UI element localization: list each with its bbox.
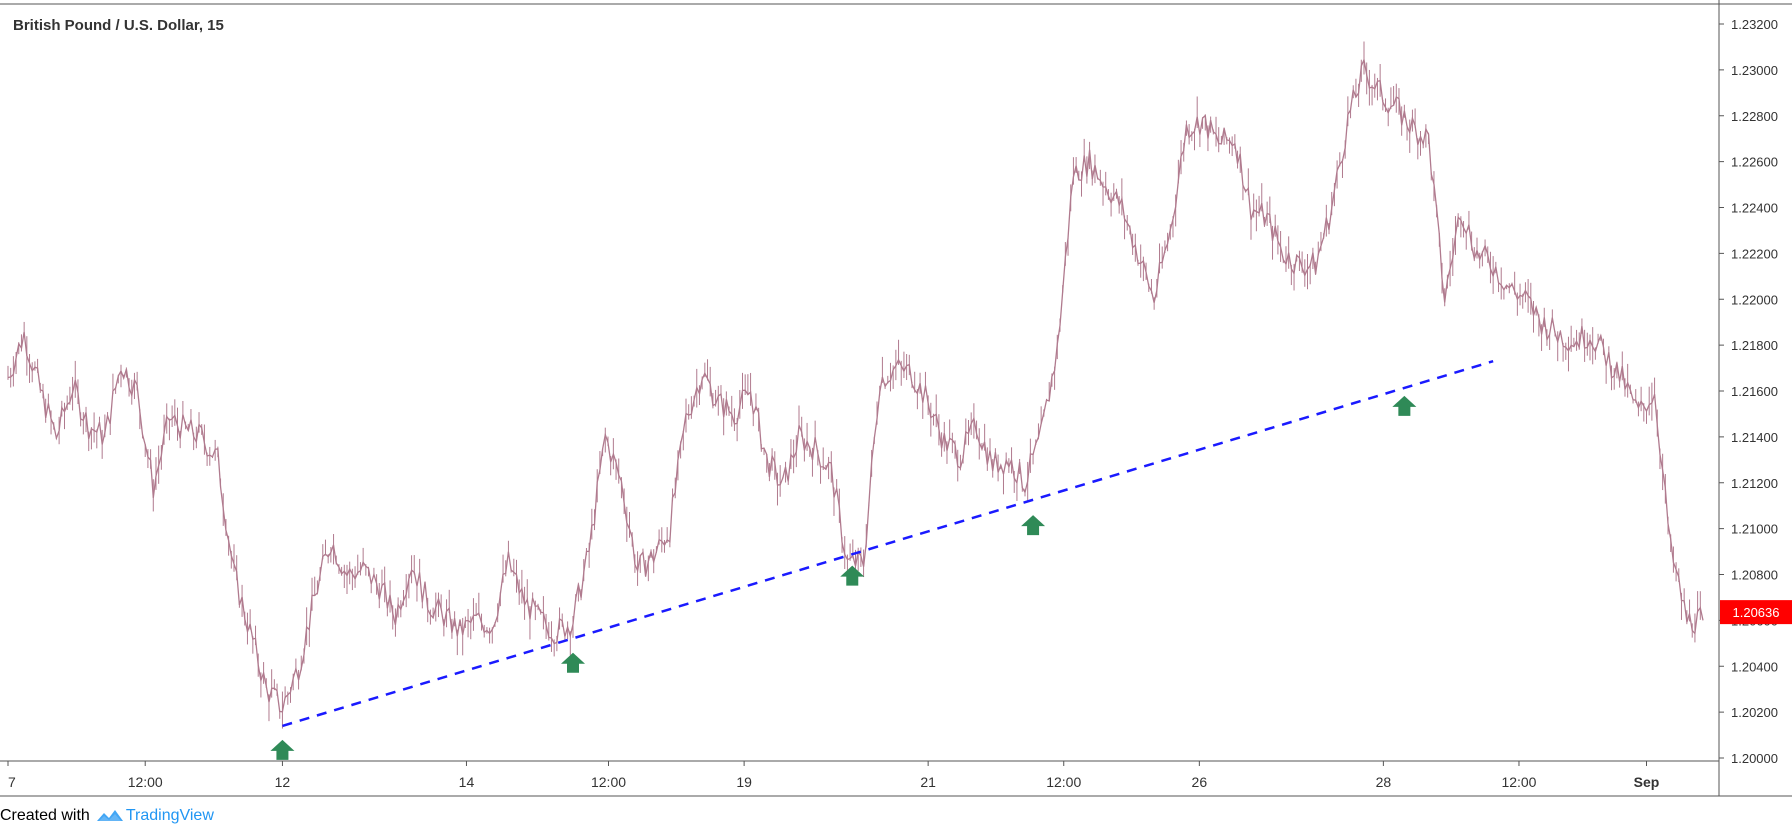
last-price-text: 1.20636 bbox=[1733, 605, 1780, 620]
price-tick-label: 1.20000 bbox=[1731, 751, 1778, 766]
last-price-label: 1.20636 bbox=[1720, 600, 1792, 625]
price-axis[interactable]: 1.200001.202001.204001.206001.208001.210… bbox=[1719, 17, 1778, 766]
time-tick-label: 12:00 bbox=[591, 774, 626, 790]
time-tick-label: 26 bbox=[1192, 774, 1208, 790]
time-tick-label: 19 bbox=[736, 774, 752, 790]
price-tick-label: 1.22000 bbox=[1731, 292, 1778, 307]
time-tick-label: 7 bbox=[8, 774, 16, 790]
time-tick-label: 28 bbox=[1376, 774, 1392, 790]
chart[interactable]: 1.200001.202001.204001.206001.208001.210… bbox=[0, 0, 1792, 800]
up-arrow-icon bbox=[1021, 515, 1046, 536]
up-arrow-icon bbox=[561, 652, 585, 673]
footer: Created with TradingView bbox=[0, 804, 214, 828]
price-tick-label: 1.22400 bbox=[1731, 201, 1778, 216]
created-with-text: Created with bbox=[0, 807, 90, 824]
price-tick-label: 1.20400 bbox=[1731, 659, 1778, 674]
price-tick-label: 1.20200 bbox=[1731, 705, 1778, 720]
price-tick-label: 1.23200 bbox=[1731, 17, 1778, 32]
support-trendline[interactable] bbox=[282, 359, 1494, 728]
time-tick-label: 21 bbox=[920, 774, 936, 790]
up-arrow-icon bbox=[1392, 395, 1417, 416]
price-tick-label: 1.22200 bbox=[1731, 246, 1778, 261]
tradingview-link[interactable]: TradingView bbox=[125, 807, 214, 824]
time-tick-label: 12 bbox=[275, 774, 291, 790]
price-series-line bbox=[7, 57, 1704, 713]
price-tick-label: 1.21000 bbox=[1731, 522, 1778, 537]
price-tick-label: 1.21200 bbox=[1731, 476, 1778, 491]
price-tick-label: 1.23000 bbox=[1731, 63, 1778, 78]
time-tick-label: 12:00 bbox=[128, 774, 163, 790]
chart-background bbox=[0, 0, 1792, 800]
price-tick-label: 1.21400 bbox=[1731, 430, 1778, 445]
price-tick-label: 1.22600 bbox=[1731, 155, 1778, 170]
time-tick-label: 14 bbox=[459, 774, 475, 790]
price-tick-label: 1.20800 bbox=[1731, 568, 1778, 583]
up-arrow-icon bbox=[840, 565, 865, 586]
price-tick-label: 1.22800 bbox=[1731, 109, 1778, 124]
price-tick-label: 1.21800 bbox=[1731, 338, 1778, 353]
time-tick-label: 12:00 bbox=[1046, 774, 1081, 790]
time-tick-label: Sep bbox=[1634, 774, 1660, 790]
time-axis[interactable]: 7 12:00 12 14 12:00 19 21 12:00 26 28 12:00 Sep bbox=[7, 761, 1660, 790]
time-tick-label: 12:00 bbox=[1501, 774, 1536, 790]
tradingview-logo-icon[interactable] bbox=[96, 807, 124, 825]
price-tick-label: 1.21600 bbox=[1731, 384, 1778, 399]
up-arrow-icon bbox=[270, 739, 295, 760]
chart-title: British Pound / U.S. Dollar, 15 bbox=[13, 17, 224, 34]
